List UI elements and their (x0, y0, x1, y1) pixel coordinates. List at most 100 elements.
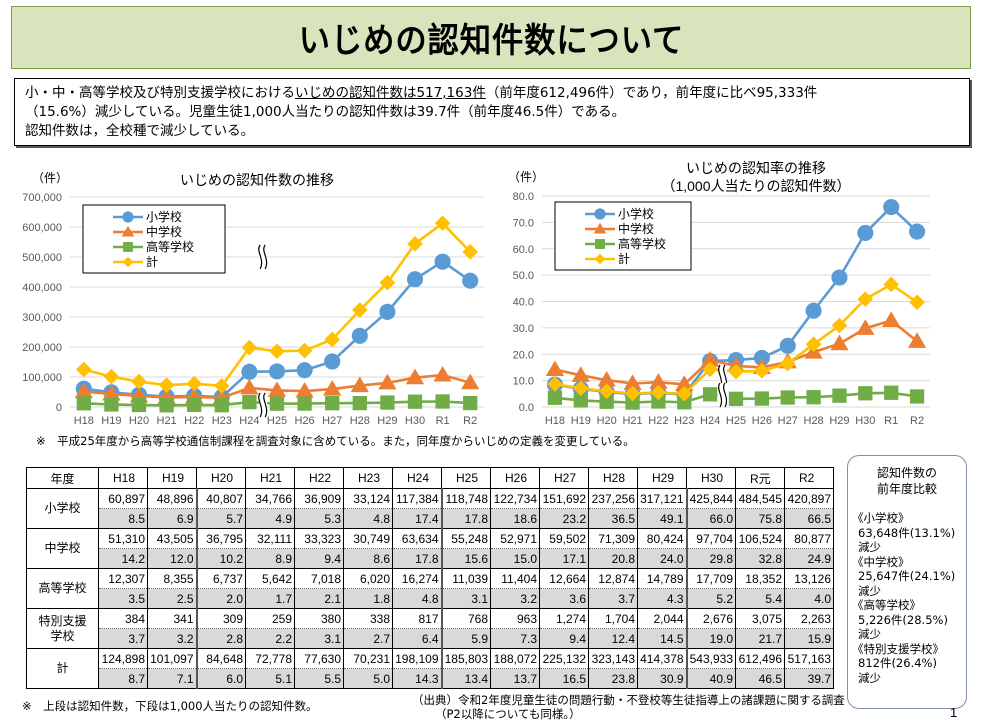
cell-rate: 4.9 (245, 508, 295, 529)
cell-count: 963 (490, 608, 540, 629)
data-point (121, 225, 135, 237)
axis-break-line (258, 244, 263, 270)
data-point (296, 362, 313, 379)
x-tick-label: H29 (377, 415, 397, 427)
header-year: H27 (539, 467, 589, 489)
cell-count: 425,844 (685, 488, 736, 509)
cell-rate: 5.0 (343, 668, 393, 689)
data-point (806, 390, 821, 405)
cell-count: 52,971 (490, 528, 540, 549)
data-point (214, 398, 229, 413)
data-point (122, 211, 134, 223)
cell-count: 323,143 (588, 648, 638, 669)
cell-count: 309 (195, 608, 246, 629)
cell-count: 14,789 (637, 568, 687, 589)
axis-break-mask (719, 383, 728, 407)
series-2 (547, 385, 925, 410)
row-label: 中学校 (26, 528, 99, 569)
series-3 (547, 276, 925, 402)
cell-count: 12,307 (98, 568, 148, 589)
cell-rate: 10.2 (195, 548, 246, 569)
summary-box: 小・中・高等学校及び特別支援学校におけるいじめの認知件数は517,163件（前年… (14, 78, 970, 146)
cell-count: 11,039 (440, 568, 491, 589)
data-point (830, 334, 849, 351)
data-point (832, 388, 847, 403)
legend-item: 高等学校 (113, 239, 194, 254)
y-tick-label: 200,000 (22, 342, 62, 354)
data-point (186, 375, 202, 392)
cell-rate: 23.2 (539, 508, 589, 529)
summary-line-1: 小・中・高等学校及び特別支援学校におけるいじめの認知件数は517,163件（前年… (25, 84, 959, 103)
data-point (780, 390, 795, 405)
row-label-line: 特別支援 (38, 613, 87, 628)
cell-rate: 4.8 (343, 508, 393, 529)
cell-rate: 15.9 (784, 628, 834, 649)
header-year: H30 (686, 467, 736, 489)
table-row-rates: 14.2 12.0 10.2 8.9 9.4 8.6 17.8 15.6 15.0 17.1 20.… (27, 548, 834, 569)
data-point (214, 378, 230, 394)
y-axis-unit-label: （件） (508, 170, 544, 184)
axis-break-line (263, 244, 268, 270)
table-row-rates: 3.5 2.5 2.0 1.7 2.1 1.8 4.8 3.1 3.2 3.6 3.7 4.3 5.2 5… (27, 588, 834, 609)
cell-rate: 66.5 (784, 508, 834, 529)
data-point (754, 363, 770, 379)
data-point (702, 387, 718, 402)
cell-rate: 32.8 (735, 548, 785, 569)
comparison-heading-line-2: 前年度比較 (876, 482, 937, 496)
cell-count: 338 (343, 608, 393, 629)
header-year: H20 (196, 467, 246, 489)
cell-rate: 1.8 (343, 588, 393, 609)
cell-rate: 3.7 (98, 628, 148, 649)
comparison-item: 《特別支援学校》 812件(26.4%) 減少 (852, 642, 962, 686)
legend-label: 小学校 (146, 209, 182, 224)
cell-count: 6,020 (343, 568, 393, 589)
data-point (831, 317, 848, 334)
data-point (323, 380, 342, 396)
data-point (297, 396, 312, 411)
comparison-heading: 認知件数の 前年度比較 (852, 465, 962, 497)
cell-count: 77,630 (294, 648, 344, 669)
axis-break-line (258, 392, 263, 418)
data-point (573, 393, 588, 408)
cell-count: 225,132 (539, 648, 589, 669)
data-point (597, 370, 616, 387)
data-point (131, 397, 147, 413)
data-point (856, 319, 875, 335)
x-tick-label: H30 (405, 415, 425, 427)
cell-rate: 20.8 (588, 548, 638, 569)
y-tick-label: 60.0 (513, 244, 534, 256)
cell-count: 122,734 (490, 488, 540, 509)
cell-rate: 17.8 (392, 548, 442, 569)
comparison-box: 認知件数の 前年度比較 《小学校》 63,648件(13.1%) 減少 《中学校… (847, 455, 967, 709)
cell-count: 2,263 (784, 608, 834, 629)
data-point (268, 363, 286, 380)
cell-rate: 2.7 (343, 628, 393, 649)
data-point (909, 223, 926, 240)
data-point (407, 394, 423, 409)
cell-rate: 40.9 (685, 668, 736, 689)
axis-break-mask (719, 365, 728, 389)
x-tick-label: H23 (212, 415, 232, 427)
data-point (884, 385, 899, 400)
cell-rate: 4.3 (637, 588, 687, 609)
x-tick-label: H26 (295, 415, 315, 427)
data-point (598, 383, 615, 399)
cell-rate: 2.8 (195, 628, 246, 649)
x-tick-label: H24 (239, 415, 259, 427)
data-point (649, 373, 668, 389)
cell-count: 51,310 (98, 528, 148, 549)
cell-count: 13,126 (784, 568, 834, 589)
x-tick-label: H20 (129, 415, 149, 427)
header-year: H23 (343, 467, 393, 489)
header-year: H29 (637, 467, 687, 489)
header-year-label: 年度 (26, 467, 99, 489)
data-point (728, 391, 744, 406)
comparison-direction: 減少 (858, 627, 881, 641)
data-point (702, 361, 718, 378)
table-row-counts: 特別支援 学校 384 341 309 259 380 338 817 768 963 1,274 1,… (26, 608, 834, 649)
cell-rate: 9.4 (539, 628, 589, 649)
data-point (573, 380, 589, 397)
cell-count: 6,737 (195, 568, 246, 589)
cell-rate: 5.7 (195, 508, 246, 529)
series-2 (76, 394, 478, 413)
